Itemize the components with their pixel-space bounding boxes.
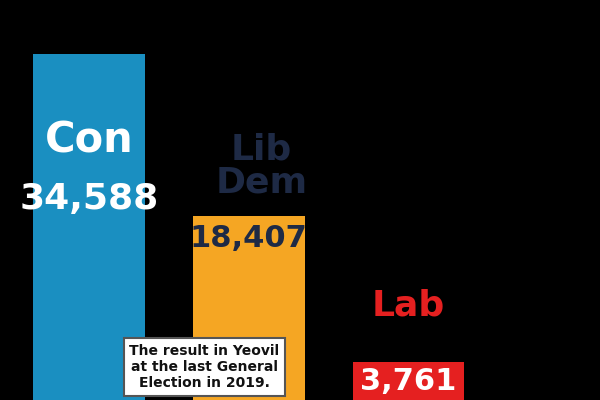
Text: Lab: Lab bbox=[372, 289, 445, 323]
Bar bbox=[34, 54, 145, 400]
Text: The result in Yeovil
at the last General
Election in 2019.: The result in Yeovil at the last General… bbox=[129, 344, 279, 390]
Text: 34,588: 34,588 bbox=[20, 182, 159, 216]
Bar bbox=[193, 216, 305, 400]
Text: 3,761: 3,761 bbox=[360, 367, 457, 396]
Text: Lib
Dem: Lib Dem bbox=[215, 133, 308, 199]
Text: Con: Con bbox=[45, 120, 134, 162]
Bar bbox=[353, 362, 464, 400]
Text: 18,407: 18,407 bbox=[190, 224, 308, 252]
